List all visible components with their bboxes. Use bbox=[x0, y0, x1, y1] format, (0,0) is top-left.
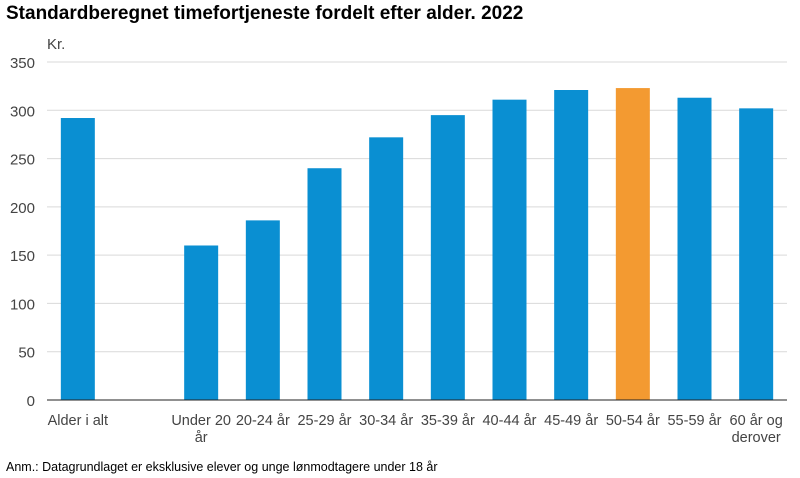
x-tick-label: 55-59 år bbox=[667, 413, 721, 429]
bar bbox=[615, 88, 650, 401]
bar bbox=[245, 220, 280, 400]
bar bbox=[554, 90, 589, 401]
chart-title: Standardberegnet timefortjeneste fordelt… bbox=[6, 3, 524, 24]
x-tick-label: Alder i alt bbox=[48, 413, 108, 429]
bars bbox=[60, 88, 774, 401]
y-tick-label: 150 bbox=[10, 248, 35, 265]
x-tick-label: 20-24 år bbox=[236, 413, 290, 429]
x-tick-label: år bbox=[195, 430, 208, 446]
y-tick-label: 300 bbox=[10, 103, 35, 120]
y-axis: 0 50 100 150 200 250 300 350 Kr. bbox=[10, 36, 65, 410]
x-tick-label: Under 20 bbox=[171, 413, 231, 429]
bar bbox=[430, 115, 465, 400]
y-tick-label: 250 bbox=[10, 152, 35, 169]
x-tick-label: 50-54 år bbox=[606, 413, 660, 429]
bar bbox=[492, 99, 527, 401]
y-tick-label: 100 bbox=[10, 296, 35, 313]
bar bbox=[60, 118, 95, 401]
bar bbox=[739, 108, 774, 401]
x-tick-label: 35-39 år bbox=[421, 413, 475, 429]
y-tick-label: 200 bbox=[10, 200, 35, 217]
x-tick-label: 60 år og bbox=[730, 413, 783, 429]
y-tick-label: 50 bbox=[18, 345, 35, 362]
bar bbox=[369, 137, 404, 400]
bar bbox=[184, 245, 219, 400]
x-tick-label: 25-29 år bbox=[297, 413, 351, 429]
x-tick-label: 30-34 år bbox=[359, 413, 413, 429]
x-tick-label: 40-44 år bbox=[482, 413, 536, 429]
bar bbox=[307, 168, 342, 400]
x-tick-label: 45-49 år bbox=[544, 413, 598, 429]
x-tick-label: derover bbox=[732, 430, 781, 446]
bar bbox=[677, 97, 712, 400]
y-axis-label: Kr. bbox=[47, 36, 65, 53]
y-tick-label: 350 bbox=[10, 55, 35, 72]
y-tick-label: 0 bbox=[27, 393, 35, 410]
gridlines bbox=[47, 61, 787, 353]
footnote: Anm.: Datagrundlaget er eksklusive eleve… bbox=[6, 460, 438, 474]
